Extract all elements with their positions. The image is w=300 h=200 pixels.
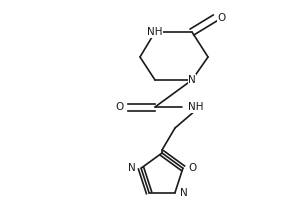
Text: O: O xyxy=(188,163,196,173)
Text: NH: NH xyxy=(188,102,203,112)
Text: N: N xyxy=(180,188,188,198)
Text: N: N xyxy=(128,163,136,173)
Text: NH: NH xyxy=(147,27,163,37)
Text: O: O xyxy=(218,13,226,23)
Text: O: O xyxy=(116,102,124,112)
Text: N: N xyxy=(188,75,196,85)
